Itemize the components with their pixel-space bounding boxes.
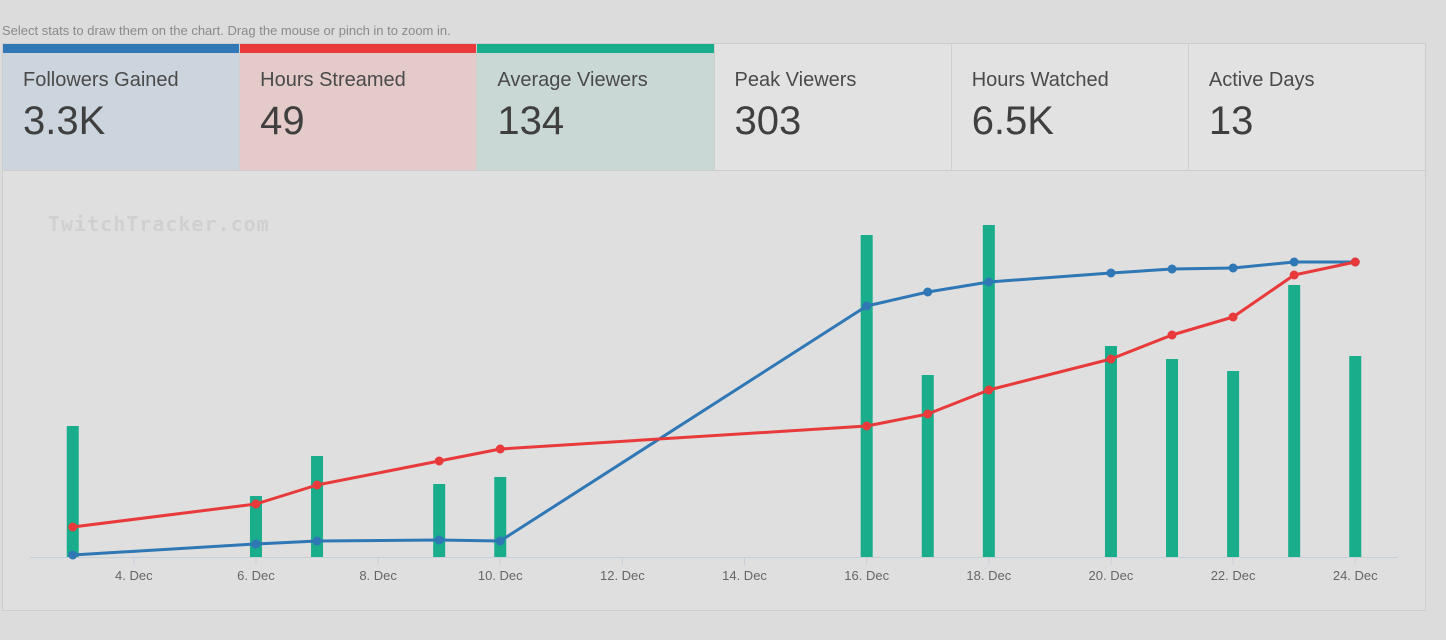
point-followers-gained [495, 536, 505, 546]
point-hours-streamed [68, 522, 78, 532]
bar-average-viewers [921, 375, 934, 557]
bar-average-viewers [433, 484, 446, 557]
point-followers-gained [1228, 263, 1238, 273]
stat-value: 134 [497, 99, 565, 143]
bar-average-viewers [1227, 371, 1240, 557]
point-hours-streamed [984, 385, 994, 395]
bar-average-viewers [1349, 356, 1362, 557]
x-tick-label: 24. Dec [1333, 568, 1378, 583]
stat-value: 3.3K [23, 99, 106, 143]
point-hours-streamed [495, 444, 505, 454]
point-hours-streamed [1167, 330, 1177, 340]
point-hours-streamed [312, 480, 322, 490]
point-followers-gained [1106, 268, 1116, 278]
bar-average-viewers [1166, 359, 1179, 557]
stat-label: Followers Gained [23, 69, 179, 91]
point-hours-streamed [251, 499, 261, 509]
line-followers-gained [72, 260, 1356, 557]
x-tick-label: 18. Dec [966, 568, 1011, 583]
point-followers-gained [312, 536, 322, 546]
stat-average-viewers[interactable]: Average Viewers 134 [477, 44, 715, 170]
chart-instructions: Select stats to draw them on the chart. … [2, 23, 451, 38]
stat-peak-viewers[interactable]: Peak Viewers 303 [715, 44, 952, 170]
bar-average-viewers [860, 235, 873, 557]
point-hours-streamed [862, 421, 872, 431]
stat-label: Peak Viewers [734, 69, 857, 91]
x-tick-label: 16. Dec [844, 568, 889, 583]
x-tick-label: 12. Dec [600, 568, 645, 583]
point-followers-gained [68, 550, 78, 560]
bar-average-viewers [66, 426, 79, 557]
bar-average-viewers [1104, 346, 1117, 557]
stat-value: 303 [734, 99, 802, 143]
stat-color-indicator [477, 44, 714, 53]
stat-value: 6.5K [971, 99, 1054, 143]
stat-label: Hours Watched [971, 69, 1109, 91]
x-tick-label: 20. Dec [1089, 568, 1134, 583]
stat-hours-watched[interactable]: Hours Watched 6.5K [952, 44, 1189, 170]
bar-average-viewers [494, 477, 507, 557]
stat-value: 13 [1208, 99, 1254, 143]
point-followers-gained [1289, 257, 1299, 267]
x-tick-label: 4. Dec [115, 568, 153, 583]
point-hours-streamed [434, 456, 444, 466]
stat-color-indicator [3, 44, 240, 53]
stat-hours-streamed[interactable]: Hours Streamed 49 [240, 44, 478, 170]
stats-bar: Followers Gained 3.3K Hours Streamed 49 … [2, 43, 1426, 171]
bar-average-viewers [1288, 285, 1301, 557]
point-followers-gained [251, 539, 261, 549]
point-followers-gained [862, 301, 872, 311]
point-followers-gained [923, 287, 933, 297]
x-tick-label: 6. Dec [237, 568, 275, 583]
point-hours-streamed [1350, 257, 1360, 267]
x-tick-label: 8. Dec [359, 568, 397, 583]
stat-label: Average Viewers [497, 69, 648, 91]
stat-label: Hours Streamed [260, 69, 406, 91]
x-tick-label: 22. Dec [1211, 568, 1256, 583]
point-hours-streamed [1228, 312, 1238, 322]
point-hours-streamed [923, 409, 933, 419]
stat-label: Active Days [1208, 69, 1315, 91]
point-hours-streamed [1106, 354, 1116, 364]
point-hours-streamed [1289, 270, 1299, 280]
x-tick-label: 14. Dec [722, 568, 767, 583]
point-followers-gained [434, 535, 444, 545]
point-followers-gained [984, 277, 994, 287]
stat-value: 49 [260, 99, 305, 143]
chart-panel[interactable] [2, 171, 1426, 611]
x-tick-label: 10. Dec [478, 568, 523, 583]
bar-average-viewers [311, 456, 324, 557]
line-hours-streamed [72, 260, 1356, 529]
stat-followers-gained[interactable]: Followers Gained 3.3K [3, 44, 241, 170]
point-followers-gained [1167, 264, 1177, 274]
stat-color-indicator [240, 44, 477, 53]
watermark: TwitchTracker.com [48, 212, 270, 236]
stat-active-days[interactable]: Active Days 13 [1189, 44, 1425, 170]
